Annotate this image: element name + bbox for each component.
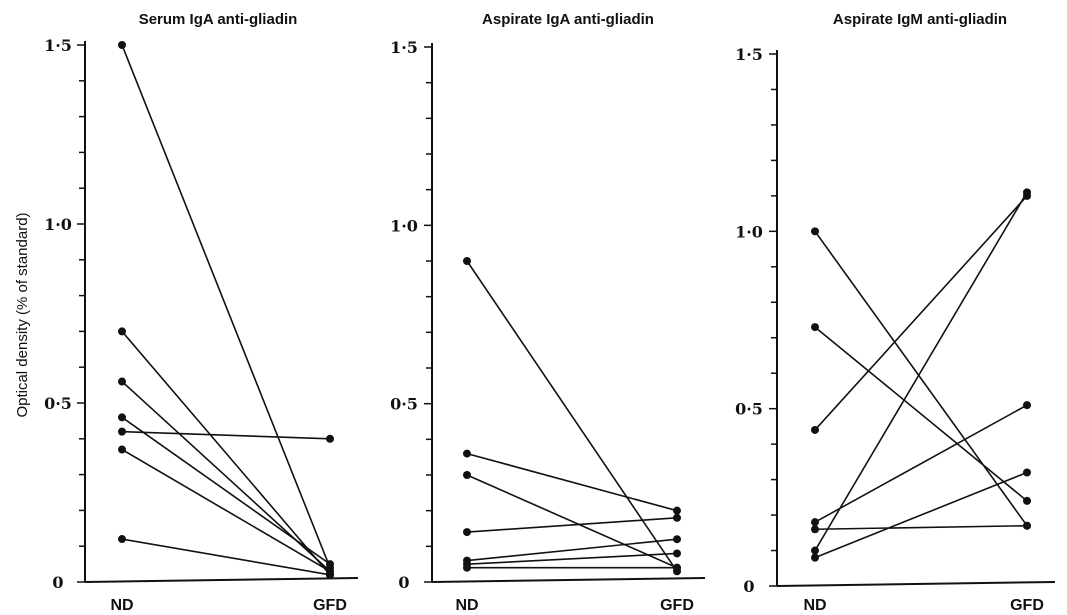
chart-title: Aspirate IgA anti-gliadin — [482, 11, 654, 28]
y-tick-label: 0 — [398, 573, 409, 592]
data-point — [811, 518, 819, 527]
y-axis-label: Optical density (% of standard) — [14, 212, 31, 417]
data-point — [811, 525, 819, 534]
data-point — [463, 257, 471, 265]
data-point — [463, 563, 471, 572]
data-point — [326, 434, 334, 443]
series-line — [121, 330, 331, 576]
y-tick-label: 1·5 — [390, 38, 418, 57]
x-axis — [431, 577, 706, 583]
y-tick-label: 1·0 — [735, 222, 763, 241]
data-point — [463, 471, 471, 479]
data-point — [1023, 401, 1031, 410]
series-line — [466, 517, 678, 533]
data-point — [1023, 496, 1031, 505]
data-point — [463, 528, 471, 537]
data-point — [673, 535, 681, 544]
y-tick-label: 0·5 — [44, 394, 72, 413]
data-point — [811, 425, 819, 434]
x-axis — [84, 577, 359, 583]
data-point — [463, 449, 471, 458]
series-line — [466, 452, 678, 512]
series-line — [121, 416, 331, 565]
series-line — [121, 538, 331, 576]
x-tick-label: GFD — [1010, 597, 1044, 614]
data-point — [1023, 188, 1031, 197]
data-point — [118, 41, 126, 49]
data-point — [118, 327, 126, 336]
data-point — [118, 413, 126, 422]
data-point — [673, 513, 681, 522]
series-line — [814, 191, 1028, 551]
y-tick-label: 0·5 — [390, 395, 418, 414]
series-line — [466, 538, 678, 562]
data-point — [118, 535, 126, 544]
series-line — [466, 552, 678, 565]
x-tick-label: GFD — [313, 597, 347, 614]
y-tick-label: 0 — [52, 573, 63, 592]
series-line — [814, 195, 1028, 431]
data-point — [811, 227, 819, 236]
y-tick-label: 0 — [743, 577, 754, 596]
series-line — [121, 44, 331, 568]
data-point — [326, 560, 334, 569]
x-tick-label: ND — [455, 597, 478, 614]
series-line — [121, 448, 331, 572]
series-line — [814, 404, 1028, 523]
x-tick-label: ND — [803, 597, 826, 614]
data-point — [673, 506, 681, 515]
data-point — [1023, 521, 1031, 530]
series-line — [814, 524, 1028, 531]
y-tick-label: 1·5 — [735, 45, 763, 64]
data-point — [811, 546, 819, 555]
data-point — [326, 570, 334, 579]
series-line — [814, 230, 1028, 527]
x-tick-label: ND — [110, 597, 133, 614]
series-line — [814, 471, 1028, 559]
x-axis — [776, 581, 1056, 587]
y-tick-label: 1·0 — [390, 216, 418, 235]
data-point — [118, 427, 126, 436]
data-point — [811, 323, 819, 332]
data-point — [118, 445, 126, 454]
series-line — [466, 474, 678, 569]
chart-title: Aspirate IgM anti-gliadin — [833, 11, 1007, 28]
data-point — [673, 549, 681, 558]
y-tick-label: 1·5 — [44, 36, 72, 55]
series-line — [121, 430, 331, 440]
data-point — [1023, 468, 1031, 477]
y-tick-label: 1·0 — [44, 215, 72, 234]
data-point — [673, 563, 681, 572]
data-point — [811, 553, 819, 562]
x-tick-label: GFD — [660, 597, 694, 614]
data-point — [118, 377, 126, 386]
chart-title: Serum IgA anti-gliadin — [139, 11, 298, 28]
series-line — [814, 326, 1028, 502]
y-tick-label: 0·5 — [735, 400, 763, 419]
